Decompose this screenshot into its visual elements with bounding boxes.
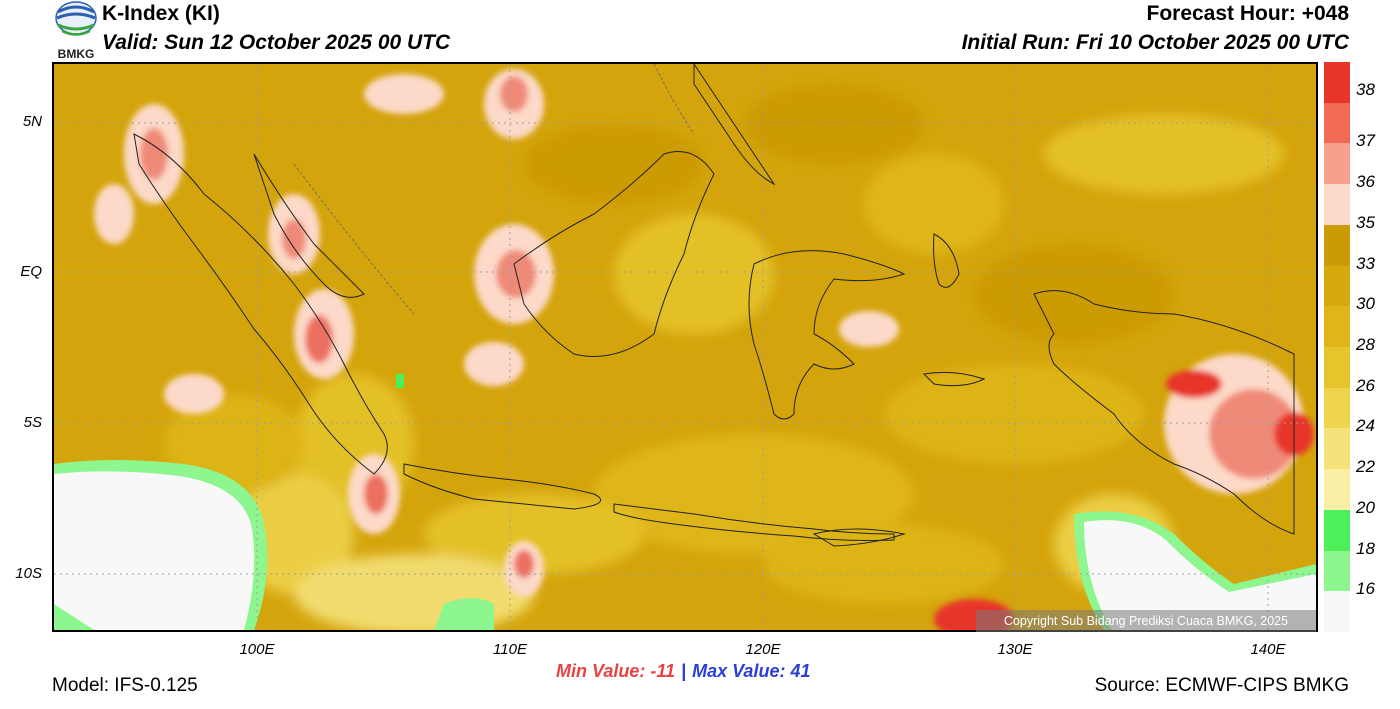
colorbar-label: 33 (1356, 253, 1375, 273)
colorbar-segment (1324, 509, 1350, 552)
colorbar-label: 20 (1356, 497, 1375, 517)
colorbar (1324, 62, 1350, 633)
initial-run: Initial Run: Fri 10 October 2025 00 UTC (961, 31, 1349, 54)
lon-label-140e: 140E (1250, 641, 1286, 658)
min-value: Min Value: -11 (556, 661, 676, 681)
colorbar-label: 24 (1356, 416, 1375, 436)
lat-label-10s: 10S (15, 565, 42, 582)
lat-label-5n: 5N (22, 113, 42, 130)
min-max-values: Min Value: -11 | Max Value: 41 (556, 661, 810, 682)
model-label: Model: IFS-0.125 (52, 675, 198, 696)
colorbar-label: 38 (1356, 80, 1375, 100)
min-max-separator: | (681, 661, 687, 681)
source-label: Source: ECMWF-CIPS BMKG (1094, 675, 1349, 696)
colorbar-segment (1324, 550, 1350, 592)
valid-time: Valid: Sun 12 October 2025 00 UTC (102, 31, 451, 54)
colorbar-segment (1324, 224, 1350, 267)
colorbar-segment (1324, 469, 1350, 511)
copyright-notice: Copyright Sub Bidang Prediksi Cuaca BMKG… (976, 610, 1316, 632)
max-value: Max Value: 41 (692, 661, 811, 681)
map-canvas (54, 64, 1316, 630)
colorbar-segment (1324, 62, 1350, 104)
page-title: K-Index (KI) (102, 2, 220, 25)
colorbar-label: 26 (1356, 375, 1375, 395)
colorbar-segment (1324, 306, 1350, 348)
colorbar-label: 36 (1356, 172, 1375, 192)
colorbar-segment (1324, 143, 1350, 185)
colorbar-label: 16 (1356, 579, 1375, 599)
colorbar-label: 37 (1356, 131, 1375, 151)
lon-label-130e: 130E (997, 641, 1033, 658)
lon-label-100e: 100E (239, 641, 275, 658)
forecast-hour: Forecast Hour: +048 (1146, 2, 1350, 25)
colorbar-segment (1324, 265, 1350, 307)
colorbar-segment (1324, 102, 1350, 144)
colorbar-segment (1324, 347, 1350, 389)
colorbar-segment (1324, 387, 1350, 429)
colorbar-segment (1324, 591, 1350, 633)
lat-label-5s: 5S (23, 414, 42, 431)
colorbar-segment (1324, 428, 1350, 470)
colorbar-label: 35 (1356, 212, 1375, 232)
colorbar-label: 22 (1356, 457, 1375, 477)
bmkg-logo: BMKG (52, 0, 100, 61)
colorbar-label: 30 (1356, 294, 1375, 314)
k-index-map (52, 62, 1318, 632)
colorbar-label: 28 (1356, 335, 1375, 354)
colorbar-label: 18 (1356, 538, 1375, 558)
lat-label-eq: EQ (20, 263, 42, 280)
logo-text: BMKG (58, 47, 95, 60)
lon-label-110e: 110E (493, 641, 527, 658)
colorbar-segment (1324, 184, 1350, 226)
lon-label-120e: 120E (745, 641, 781, 658)
